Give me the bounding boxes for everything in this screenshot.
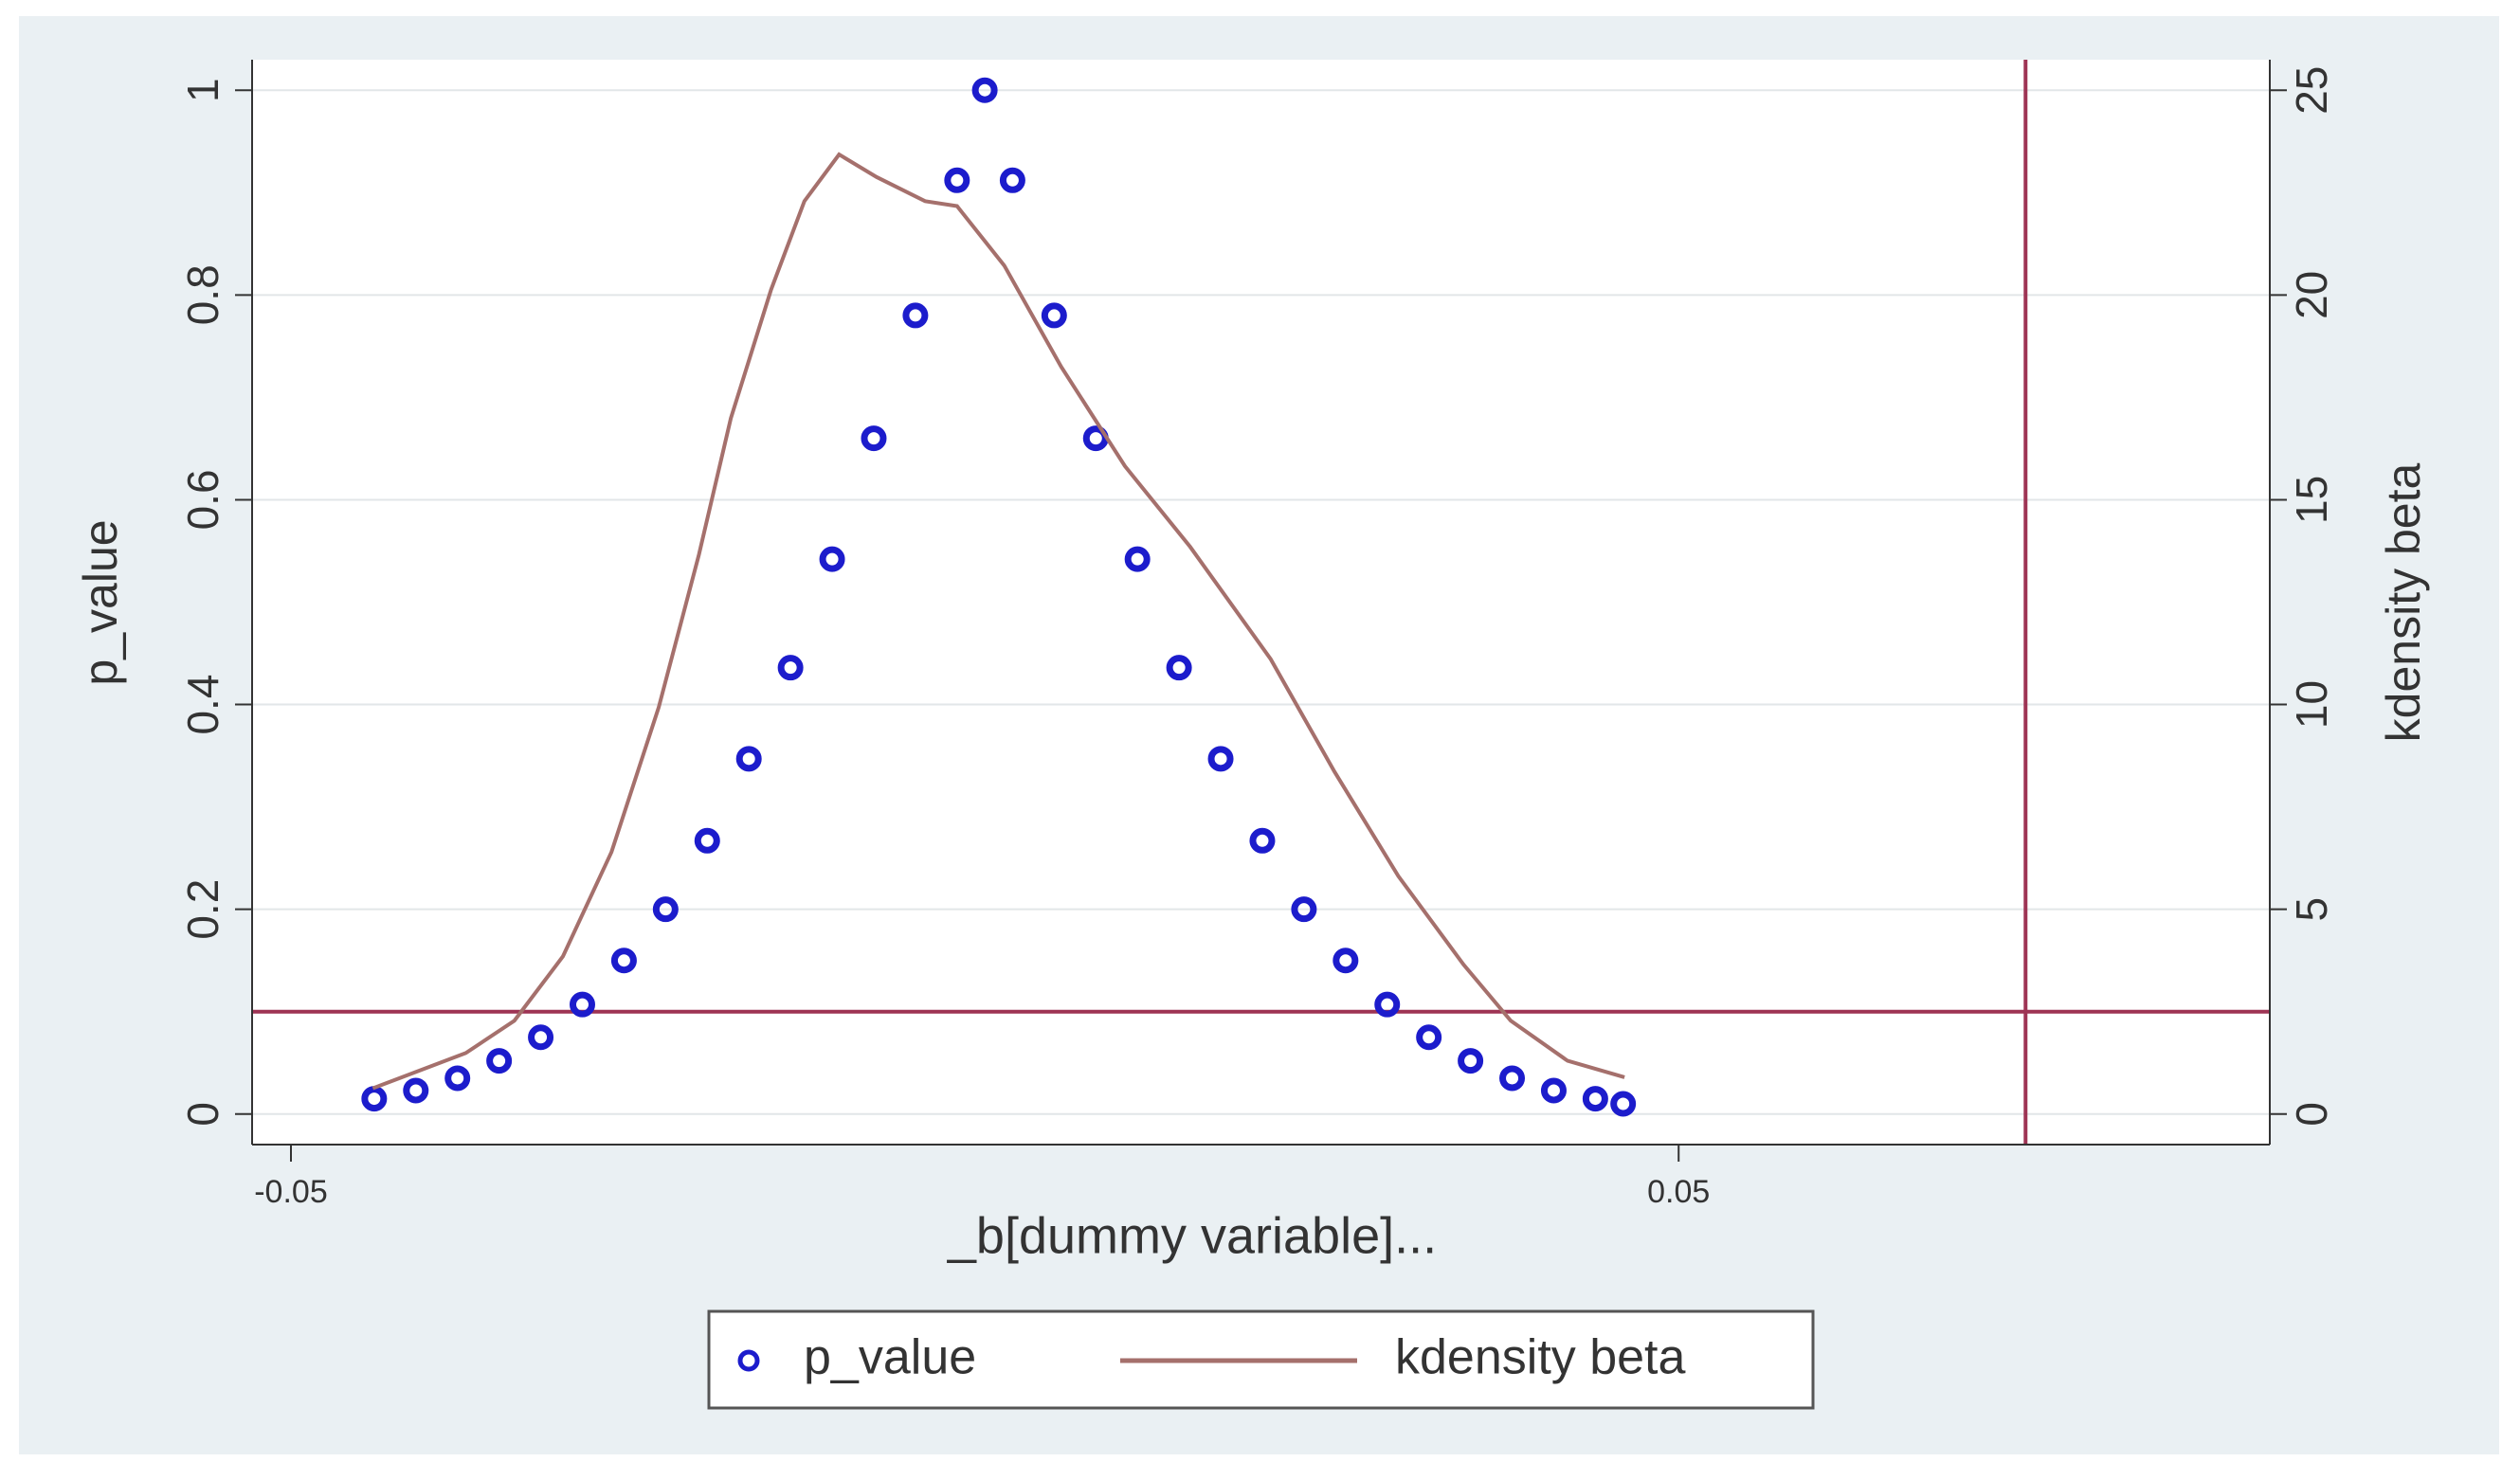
y2-tick-label: 0: [2287, 1102, 2336, 1127]
density-line: [372, 152, 1625, 1091]
y-tick-label: 0: [178, 1102, 227, 1127]
scatter-point: [694, 827, 720, 854]
scatter-point: [403, 1077, 429, 1104]
plot-area: [252, 60, 2270, 1145]
scatter-point: [944, 167, 970, 193]
scatter-point: [444, 1065, 471, 1092]
scatter-point: [1291, 896, 1317, 923]
scatter-point: [1610, 1091, 1637, 1117]
scatter-point: [861, 425, 887, 452]
y-tick-label: 0.4: [178, 675, 227, 735]
scatter-point: [819, 546, 845, 572]
scatter-point: [1499, 1065, 1526, 1092]
y2-tick-label: 10: [2287, 680, 2336, 729]
scatter-point: [610, 948, 637, 974]
scatter-point: [735, 746, 762, 772]
scatter-point: [1374, 991, 1401, 1018]
scatter-point: [652, 896, 679, 923]
scatter-point: [1207, 746, 1234, 772]
y2-tick-label: 25: [2287, 66, 2336, 115]
y2-tick-label: 15: [2287, 476, 2336, 524]
scatter-point: [999, 167, 1025, 193]
x-tick-label: -0.05: [254, 1174, 328, 1210]
scatter-point: [1041, 302, 1067, 329]
y-tick-label: 0.6: [178, 469, 227, 530]
scatter-point: [777, 655, 804, 681]
scatter-point: [1582, 1086, 1608, 1112]
scatter-point: [486, 1048, 513, 1074]
y2-axis-title: kdensity beta: [2377, 462, 2430, 742]
y-tick-label: 1: [178, 78, 227, 102]
y-tick-label: 0.8: [178, 264, 227, 325]
scatter-point: [1540, 1077, 1567, 1104]
scatter-point: [1416, 1024, 1442, 1051]
scatter-point: [569, 991, 595, 1018]
scatter-point: [1458, 1048, 1484, 1074]
scatter-point: [902, 302, 929, 329]
y2-tick-label: 5: [2287, 897, 2336, 922]
x-axis-title: _b[dummy variable]...: [947, 1207, 1437, 1264]
scatter-point: [1166, 655, 1192, 681]
legend-marker: [737, 1349, 760, 1372]
scatter-point: [528, 1024, 554, 1051]
scatter-point: [1249, 827, 1276, 854]
legend-label: kdensity beta: [1395, 1330, 1685, 1385]
scatter-point: [971, 77, 998, 103]
x-tick-label: 0.05: [1647, 1174, 1710, 1210]
y-tick-label: 0.2: [178, 879, 227, 940]
y-axis-title: p_value: [74, 519, 127, 685]
y2-tick-label: 20: [2287, 271, 2336, 319]
scatter-point: [1333, 948, 1359, 974]
legend-label: p_value: [804, 1330, 976, 1385]
scatter-point: [1124, 546, 1151, 572]
